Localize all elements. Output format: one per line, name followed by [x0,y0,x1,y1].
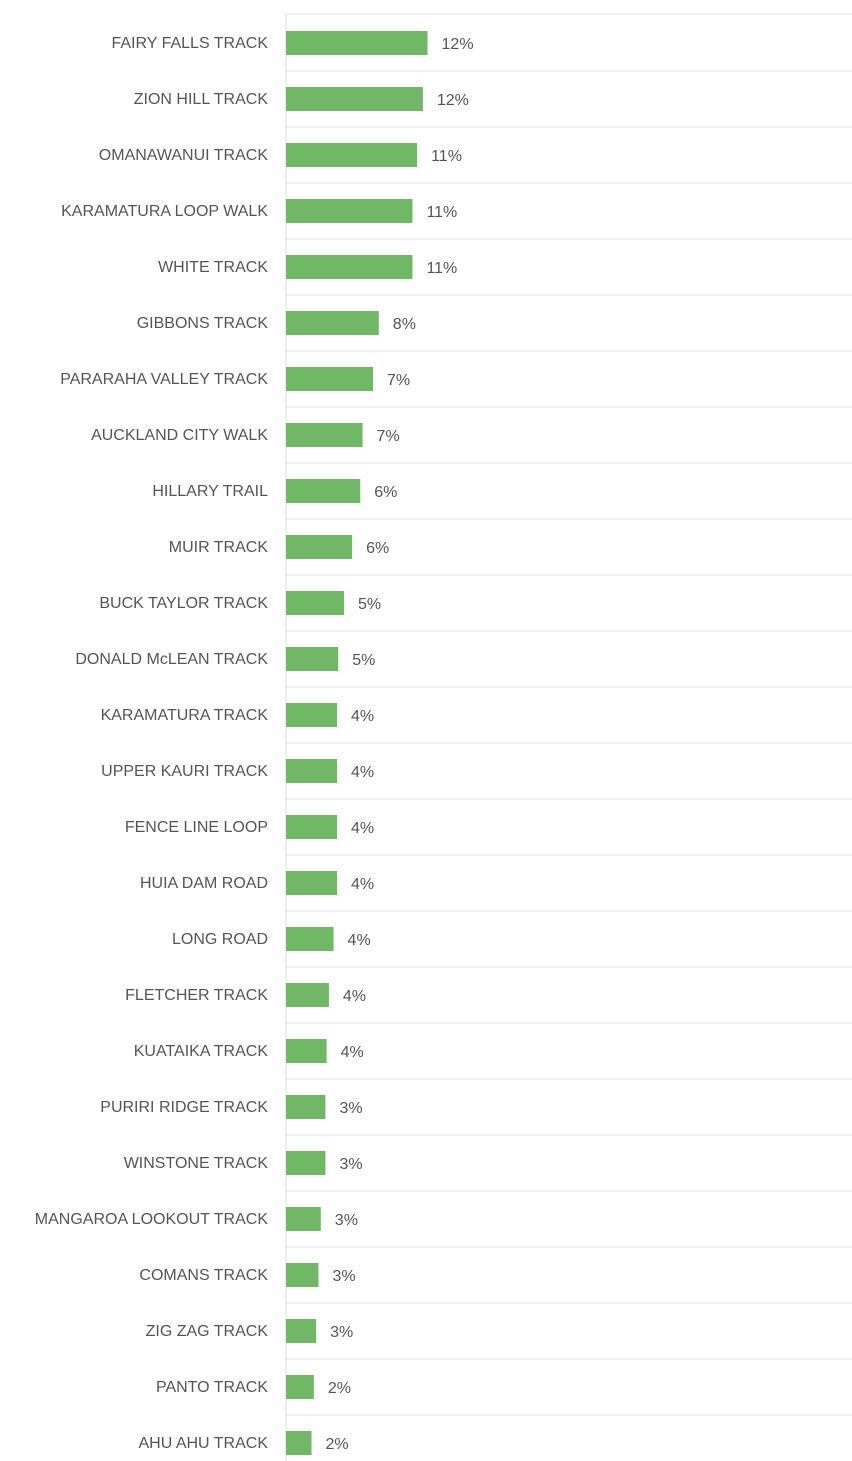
value-label: 11% [426,204,457,221]
value-label: 7% [387,372,410,389]
value-label: 12% [437,92,469,109]
bar [286,479,361,503]
category-label: KUATAIKA TRACK [134,1043,269,1060]
value-label: 11% [426,260,457,277]
bar [286,87,423,111]
value-label: 4% [341,1044,364,1061]
bar [286,143,418,167]
value-label: 11% [431,148,462,165]
category-label: KARAMATURA LOOP WALK [61,203,268,220]
category-label: FLETCHER TRACK [125,987,268,1004]
value-label: 12% [442,36,474,53]
bar [286,1319,317,1343]
category-label: AUCKLAND CITY WALK [91,427,268,444]
value-label: 4% [343,988,366,1005]
bar [286,255,413,279]
category-label: FAIRY FALLS TRACK [111,35,268,52]
category-label: KARAMATURA TRACK [101,707,269,724]
bar [286,871,338,895]
value-label: 8% [393,316,416,333]
value-label: 3% [330,1324,353,1341]
value-label: 2% [328,1380,351,1397]
bar [286,535,353,559]
bar [286,927,334,951]
value-label: 5% [358,596,381,613]
category-label: ZIG ZAG TRACK [146,1323,269,1340]
bar [286,1263,319,1287]
category-label: MANGAROA LOOKOUT TRACK [35,1211,269,1228]
bar [286,423,363,447]
value-label: 3% [339,1100,362,1117]
bar [286,703,338,727]
bar [286,1207,321,1231]
category-label: BUCK TAYLOR TRACK [99,595,268,612]
category-label: LONG ROAD [172,931,268,948]
category-label: COMANS TRACK [139,1267,268,1284]
value-label: 3% [335,1212,358,1229]
value-label: 4% [351,820,374,837]
category-label: OMANAWANUI TRACK [99,147,269,164]
category-label: PURIRI RIDGE TRACK [100,1099,268,1116]
category-label: PANTO TRACK [156,1379,268,1396]
category-label: DONALD McLEAN TRACK [75,651,268,668]
value-label: 4% [351,764,374,781]
bars [286,31,428,1455]
value-label: 7% [377,428,400,445]
gridlines [285,13,852,1461]
value-label: 4% [351,708,374,725]
bar [286,311,379,335]
bar [286,1039,327,1063]
category-label: AHU AHU TRACK [138,1435,268,1452]
category-label: FENCE LINE LOOP [125,819,268,836]
value-label: 3% [339,1156,362,1173]
bar [286,367,373,391]
category-label: HILLARY TRAIL [152,483,268,500]
bar [286,591,344,615]
bar [286,647,339,671]
category-label: UPPER KAURI TRACK [101,763,268,780]
category-label: ZION HILL TRACK [134,91,269,108]
bar [286,759,338,783]
value-label: 4% [351,876,374,893]
bar [286,1431,312,1455]
value-label: 5% [352,652,375,669]
bar [286,815,338,839]
value-label: 6% [374,484,397,501]
category-label: WHITE TRACK [158,259,268,276]
category-label: WINSTONE TRACK [124,1155,269,1172]
bar [286,1375,314,1399]
category-labels: FAIRY FALLS TRACK ZION HILL TRACK OMANAWAN… [35,35,269,1452]
value-label: 2% [326,1436,349,1453]
category-label: HUIA DAM ROAD [140,875,268,892]
bar [286,199,413,223]
bar [286,1095,326,1119]
value-label: 3% [332,1268,355,1285]
category-label: PARARAHA VALLEY TRACK [60,371,268,388]
value-label: 6% [366,540,389,557]
bar [286,31,428,55]
bar [286,1151,326,1175]
value-labels: 12% 12% 11% 11% 11% 8% 7% 7% 6% 6% 5% 5% 4% 4% 4% 4% 4% 4… [326,36,474,1453]
bar [286,983,329,1007]
value-label: 4% [348,932,371,949]
category-label: MUIR TRACK [169,539,269,556]
category-label: GIBBONS TRACK [137,315,269,332]
